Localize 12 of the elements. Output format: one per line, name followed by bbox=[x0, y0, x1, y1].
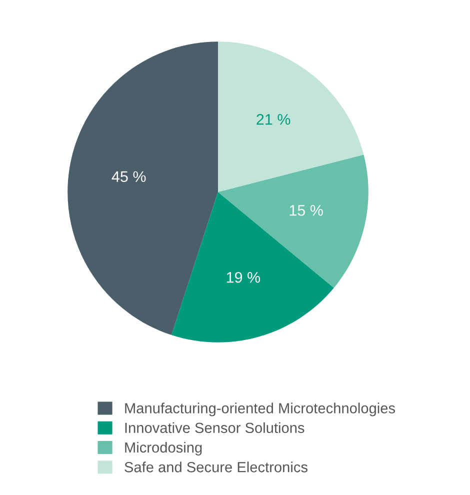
pie-slice bbox=[218, 42, 364, 192]
legend-label: Safe and Secure Electronics bbox=[124, 462, 308, 472]
pie-slice bbox=[172, 192, 334, 342]
data-label: 45 % bbox=[112, 171, 146, 182]
data-label: 21 % bbox=[256, 114, 290, 125]
data-label: 19 % bbox=[226, 272, 260, 283]
legend-label: Microdosing bbox=[125, 442, 202, 456]
legend-label: Manufacturing-oriented Microtechnologies bbox=[125, 402, 396, 416]
pie-slice bbox=[218, 154, 368, 288]
data-label: 15 % bbox=[290, 205, 323, 216]
legend-label: Innovative Sensor Solutions bbox=[125, 422, 304, 434]
pie-slice bbox=[68, 42, 218, 336]
